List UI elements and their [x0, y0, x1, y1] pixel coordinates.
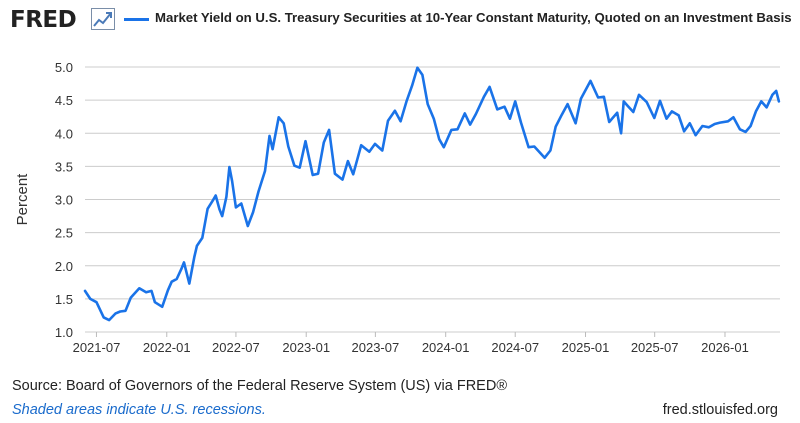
- series-lines: [83, 66, 781, 322]
- y-tick-label: 4.0: [55, 126, 73, 141]
- y-tick-label: 3.5: [55, 159, 73, 174]
- source-text: Source: Board of Governors of the Federa…: [12, 378, 508, 394]
- fred-logo[interactable]: FRED: [10, 7, 77, 33]
- site-link[interactable]: fred.stlouisfed.org: [662, 402, 778, 418]
- x-tick-label: 2026-01: [701, 340, 749, 355]
- y-tick-label: 2.5: [55, 226, 73, 241]
- x-tick-label: 2025-07: [631, 340, 679, 355]
- x-tick-label: 2023-07: [352, 340, 400, 355]
- line-chart[interactable]: 1.0 1.5 2.0 2.5 3.0 3.5 4.0 4.5 5.0 2021-07 2022-…: [0, 40, 800, 370]
- x-tick-label: 2021-07: [73, 340, 121, 355]
- y-tick-label: 2.0: [55, 259, 73, 274]
- legend-label[interactable]: Market Yield on U.S. Treasury Securities…: [155, 10, 792, 25]
- y-axis-ticks: 1.0 1.5 2.0 2.5 3.0 3.5 4.0 4.5 5.0: [55, 60, 73, 340]
- series-line-10y-treasury[interactable]: [83, 66, 781, 322]
- x-tick-label: 2023-01: [282, 340, 330, 355]
- grid-lines: [85, 66, 780, 333]
- y-tick-label: 3.0: [55, 193, 73, 208]
- y-axis-label: Percent: [14, 173, 31, 226]
- x-axis-ticks: 2021-07 2022-01 2022-07 2023-01 2023-07 2024-…: [73, 332, 749, 355]
- chart-header: FRED Market Yield on U.S. Treasury Secur…: [0, 0, 800, 40]
- chart-area: 1.0 1.5 2.0 2.5 3.0 3.5 4.0 4.5 5.0 2021-07 2022-…: [0, 40, 800, 370]
- x-tick-label: 2025-01: [562, 340, 610, 355]
- x-tick-label: 2022-01: [143, 340, 191, 355]
- y-tick-label: 5.0: [55, 60, 73, 75]
- y-tick-label: 1.5: [55, 292, 73, 307]
- x-tick-label: 2024-07: [491, 340, 539, 355]
- y-tick-label: 4.5: [55, 93, 73, 108]
- x-tick-label: 2022-07: [212, 340, 260, 355]
- line-chart-icon: [91, 8, 115, 30]
- x-tick-label: 2024-01: [422, 340, 470, 355]
- y-tick-label: 1.0: [55, 325, 73, 340]
- legend-swatch: [124, 18, 149, 21]
- recession-note: Shaded areas indicate U.S. recessions.: [12, 402, 266, 418]
